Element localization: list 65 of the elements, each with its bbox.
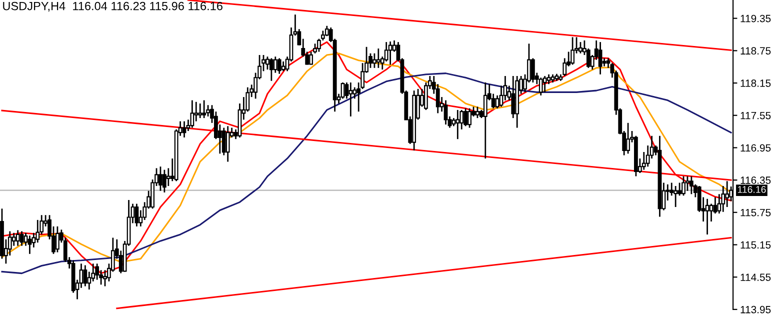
candlestick (95, 262, 100, 280)
y-tick-label: 115.75 (740, 209, 771, 216)
candlestick (16, 229, 20, 247)
candlestick (464, 108, 468, 127)
candlestick (456, 109, 460, 140)
candlestick (376, 48, 380, 69)
y-tick-label: 118.75 (740, 47, 771, 55)
candlestick (190, 100, 194, 128)
candlestick (12, 232, 16, 247)
candlestick (194, 101, 198, 122)
candlestick (570, 36, 575, 66)
candlestick (626, 122, 630, 154)
y-tick-label: 116.95 (740, 144, 771, 152)
candlestick (674, 185, 678, 208)
candlestick (678, 182, 682, 196)
candlestick (468, 108, 472, 128)
candlestick (340, 82, 345, 100)
candlestick (598, 41, 602, 76)
candlestick (686, 176, 690, 192)
candlestick (36, 219, 40, 244)
candlestick (198, 102, 202, 119)
y-tick-label: 116.35 (740, 176, 771, 184)
candlestick (476, 106, 480, 119)
candlestick (202, 100, 206, 119)
y-tick-label: 113.95 (740, 306, 771, 314)
candlestick (273, 56, 278, 74)
candlestick (269, 58, 274, 82)
candlestick (689, 176, 694, 195)
candlestick (538, 76, 543, 96)
candlestick (542, 75, 547, 93)
candlestick (56, 226, 60, 253)
y-tick-label: 115.15 (740, 241, 771, 249)
y-tick-label: 118.15 (740, 80, 771, 87)
candlestick (182, 120, 186, 138)
candlestick (511, 75, 516, 119)
candlestick (277, 58, 282, 75)
candlestick (721, 185, 726, 213)
candlestick (162, 169, 166, 194)
y-tick-label: 117.55 (740, 112, 771, 120)
candlestick (705, 198, 710, 236)
candlestick (388, 40, 392, 66)
candlestick (444, 100, 448, 126)
candlestick (372, 52, 376, 69)
candlestick (166, 167, 170, 187)
candlestick (28, 234, 32, 255)
candlestick (206, 104, 210, 118)
candlestick (134, 203, 139, 228)
candlestick (309, 51, 313, 66)
candlestick (709, 203, 714, 222)
candlestick (281, 60, 286, 72)
candlestick (313, 42, 317, 54)
candlestick (483, 82, 488, 160)
candlestick (725, 180, 730, 208)
candlestick (348, 82, 353, 118)
candlestick (83, 264, 88, 287)
chart-title: USDJPY,H4 116.04 116.23 115.96 116.16 (3, 2, 222, 12)
candlestick (158, 166, 162, 192)
candlestick (682, 176, 686, 196)
candlestick (531, 58, 535, 84)
candlestick (226, 125, 230, 162)
candlestick (578, 41, 582, 54)
y-tick-label: 119.35 (740, 14, 771, 22)
ref-line-label: 116.16 (738, 186, 766, 193)
candlestick (20, 230, 24, 247)
y-tick-label: 114.55 (740, 274, 771, 281)
